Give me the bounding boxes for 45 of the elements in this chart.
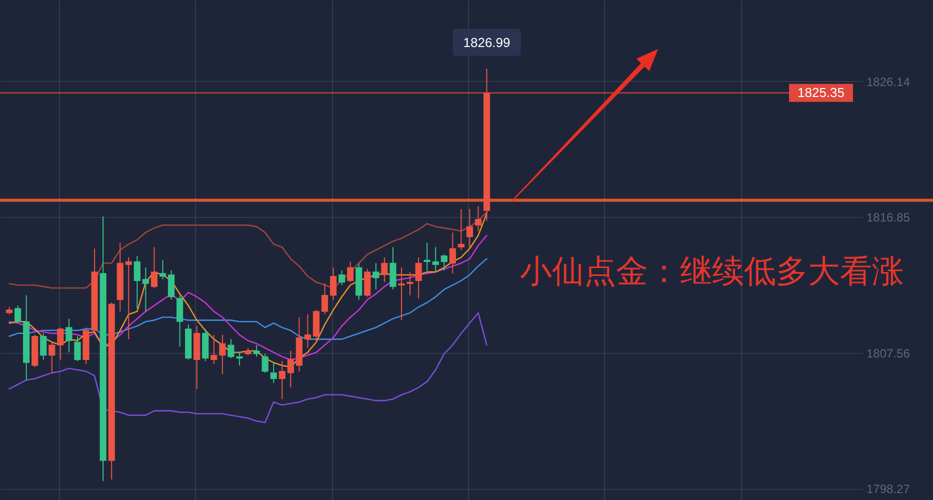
line-series <box>8 312 488 424</box>
candlestick <box>74 336 81 362</box>
candlestick <box>219 334 226 375</box>
text: 小仙点金：继续低多大看涨 <box>520 252 904 290</box>
candlestick <box>278 360 286 400</box>
candlestick <box>253 344 260 358</box>
candlestick <box>381 256 388 283</box>
y-tick-label: 1807.56 <box>866 346 910 360</box>
candlestick <box>14 305 22 324</box>
candlestick <box>176 294 184 347</box>
candlestick <box>270 362 277 384</box>
candlestick <box>432 246 439 272</box>
candlestick <box>142 267 149 312</box>
candlestick <box>304 314 311 348</box>
candlestick <box>449 232 456 274</box>
candlestick <box>458 208 464 250</box>
candlestick <box>330 267 337 300</box>
candlestick <box>40 332 47 360</box>
y-tick-label: 1816.85 <box>866 210 910 225</box>
y-tick-label: 1826.14 <box>866 74 910 89</box>
candlestick <box>125 256 132 340</box>
candlestick <box>150 246 158 289</box>
candlestick <box>364 268 371 298</box>
candlestick <box>440 254 448 271</box>
y-tick-label: 1798.27 <box>866 482 910 496</box>
candlestick <box>57 326 64 360</box>
ref-line-label: 1825.35 <box>798 84 844 100</box>
candlestick <box>338 270 346 286</box>
candlestick <box>168 270 175 300</box>
candlestick <box>347 261 354 283</box>
candlestick <box>321 283 328 315</box>
candlestick <box>262 353 268 374</box>
candlestick <box>66 318 72 353</box>
candlestick <box>390 246 396 290</box>
candlestick <box>48 342 56 374</box>
annotation: 1826.99 <box>463 34 510 50</box>
candlestick <box>159 260 166 280</box>
candlestick <box>287 350 294 388</box>
candlestick <box>134 255 140 309</box>
candlestick <box>424 242 430 271</box>
candlestick <box>210 334 218 365</box>
candlestick <box>474 206 482 232</box>
candlestick <box>415 256 422 299</box>
candlestick <box>466 208 474 250</box>
candlestick <box>372 262 380 290</box>
